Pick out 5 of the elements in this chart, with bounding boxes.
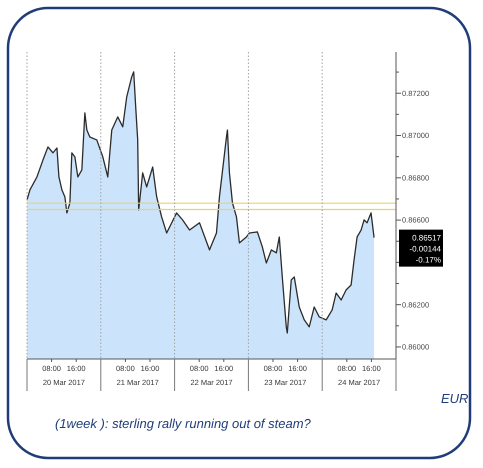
text: 0.86517 bbox=[412, 233, 442, 242]
text: EUR bbox=[441, 391, 468, 406]
text: -0.00144 bbox=[409, 244, 442, 254]
text: (1week ): sterling rally running out of steam? bbox=[55, 416, 312, 431]
text: -0.17% bbox=[416, 255, 441, 264]
